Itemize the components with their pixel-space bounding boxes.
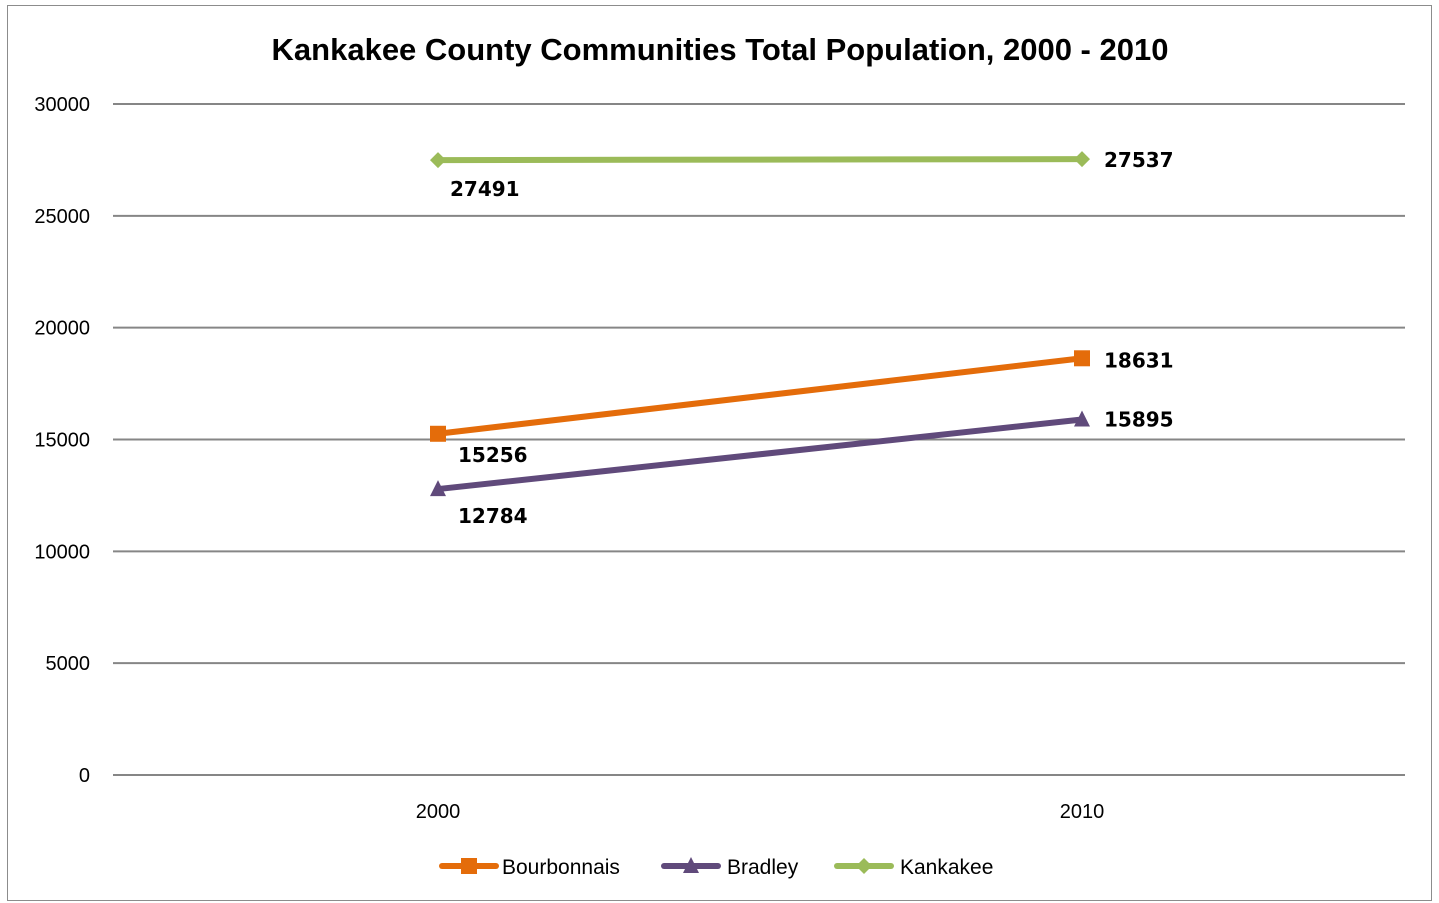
y-tick-label: 30000 bbox=[34, 94, 90, 116]
series-line-kankakee bbox=[435, 156, 1085, 164]
legend-marker-square bbox=[461, 858, 477, 874]
legend-marker-diamond bbox=[856, 858, 872, 874]
series-line-bourbonnais bbox=[435, 355, 1085, 437]
data-label-kankakee: 27537 bbox=[1104, 148, 1174, 172]
y-tick-label: 0 bbox=[79, 765, 90, 787]
legend-label: Kankakee bbox=[900, 856, 993, 879]
data-point-bourbonnais bbox=[430, 425, 446, 442]
y-tick-label: 15000 bbox=[34, 430, 90, 452]
legend-item-kankakee: Kankakee bbox=[834, 856, 993, 879]
chart-frame bbox=[7, 5, 1432, 901]
data-label-bradley: 15895 bbox=[1104, 407, 1174, 431]
x-tick-label: 2010 bbox=[1060, 801, 1105, 823]
data-point-kankakee bbox=[430, 152, 446, 169]
y-tick-label: 10000 bbox=[34, 541, 90, 563]
x-tick-label: 2000 bbox=[416, 801, 461, 823]
y-axis-ticks: 0 5000 10000 15000 20000 25000 30000 bbox=[34, 94, 90, 787]
gridlines bbox=[113, 103, 1405, 776]
data-label-bradley: 12784 bbox=[458, 504, 528, 528]
chart-title: Kankakee County Communities Total Popula… bbox=[272, 32, 1169, 67]
legend-label: Bourbonnais bbox=[502, 856, 620, 879]
data-label-kankakee: 27491 bbox=[450, 177, 520, 201]
series-line-bradley bbox=[435, 416, 1085, 493]
data-point-kankakee bbox=[1074, 151, 1090, 168]
x-axis-ticks: 2000 2010 bbox=[416, 801, 1105, 823]
y-tick-label: 20000 bbox=[34, 318, 90, 340]
legend-item-bradley: Bradley bbox=[661, 856, 799, 879]
data-point-bradley bbox=[430, 480, 446, 497]
legend-label: Bradley bbox=[727, 856, 799, 879]
data-point-bradley bbox=[1074, 410, 1090, 427]
y-tick-label: 5000 bbox=[46, 653, 91, 675]
series-group bbox=[430, 151, 1090, 497]
y-tick-label: 25000 bbox=[34, 206, 90, 228]
data-label-bourbonnais: 15256 bbox=[458, 443, 528, 467]
data-point-bourbonnais bbox=[1074, 350, 1090, 367]
data-labels: 15256 18631 12784 15895 27491 27537 bbox=[450, 148, 1174, 528]
legend: Bourbonnais Bradley Kankakee bbox=[439, 856, 993, 879]
data-label-bourbonnais: 18631 bbox=[1104, 348, 1174, 372]
legend-item-bourbonnais: Bourbonnais bbox=[439, 856, 620, 879]
legend-marker-triangle bbox=[683, 857, 699, 873]
